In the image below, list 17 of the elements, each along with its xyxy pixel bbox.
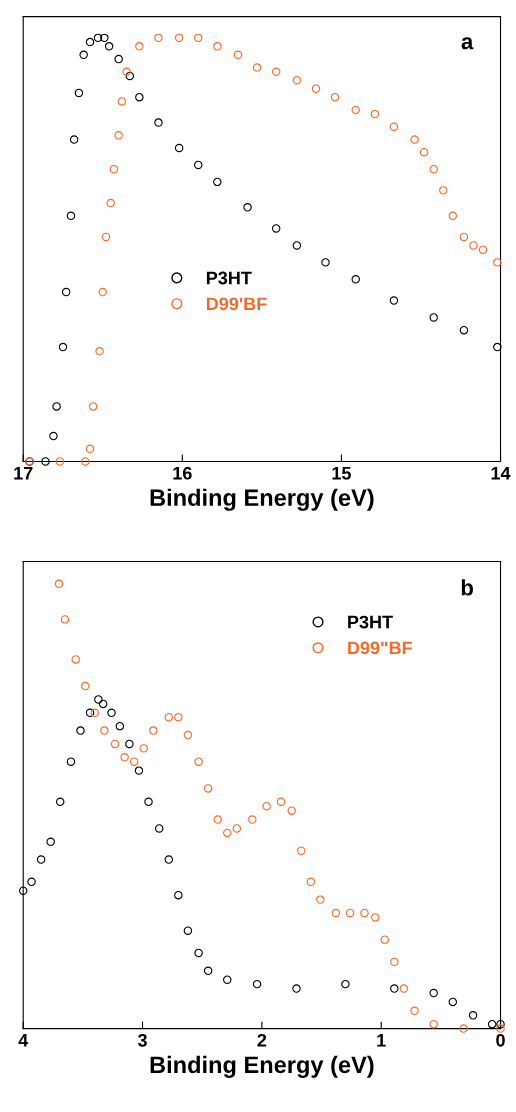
legend-label: D99'BF	[206, 297, 267, 311]
x-tick-label: 3	[137, 1033, 147, 1047]
x-tick-label: 14	[491, 467, 511, 480]
x-tick-label: 16	[173, 466, 192, 480]
x-tick-label: 4	[18, 1034, 29, 1047]
x-tick-label: 17	[14, 467, 33, 480]
x-tick-label: 0	[496, 1033, 505, 1047]
legend-label: D99"BF	[348, 641, 413, 655]
x-axis-title: Binding Energy (eV)	[150, 488, 374, 511]
x-tick-label: 15	[332, 467, 351, 480]
legend-label: P3HT	[206, 271, 252, 285]
annotation: b	[461, 579, 473, 596]
annotation: a	[461, 37, 474, 50]
x-axis-title: Binding Energy (eV)	[150, 1055, 374, 1078]
x-tick-label: 2	[257, 1033, 267, 1047]
x-tick-label: 1	[377, 1034, 386, 1047]
legend-label: P3HT	[348, 615, 393, 629]
